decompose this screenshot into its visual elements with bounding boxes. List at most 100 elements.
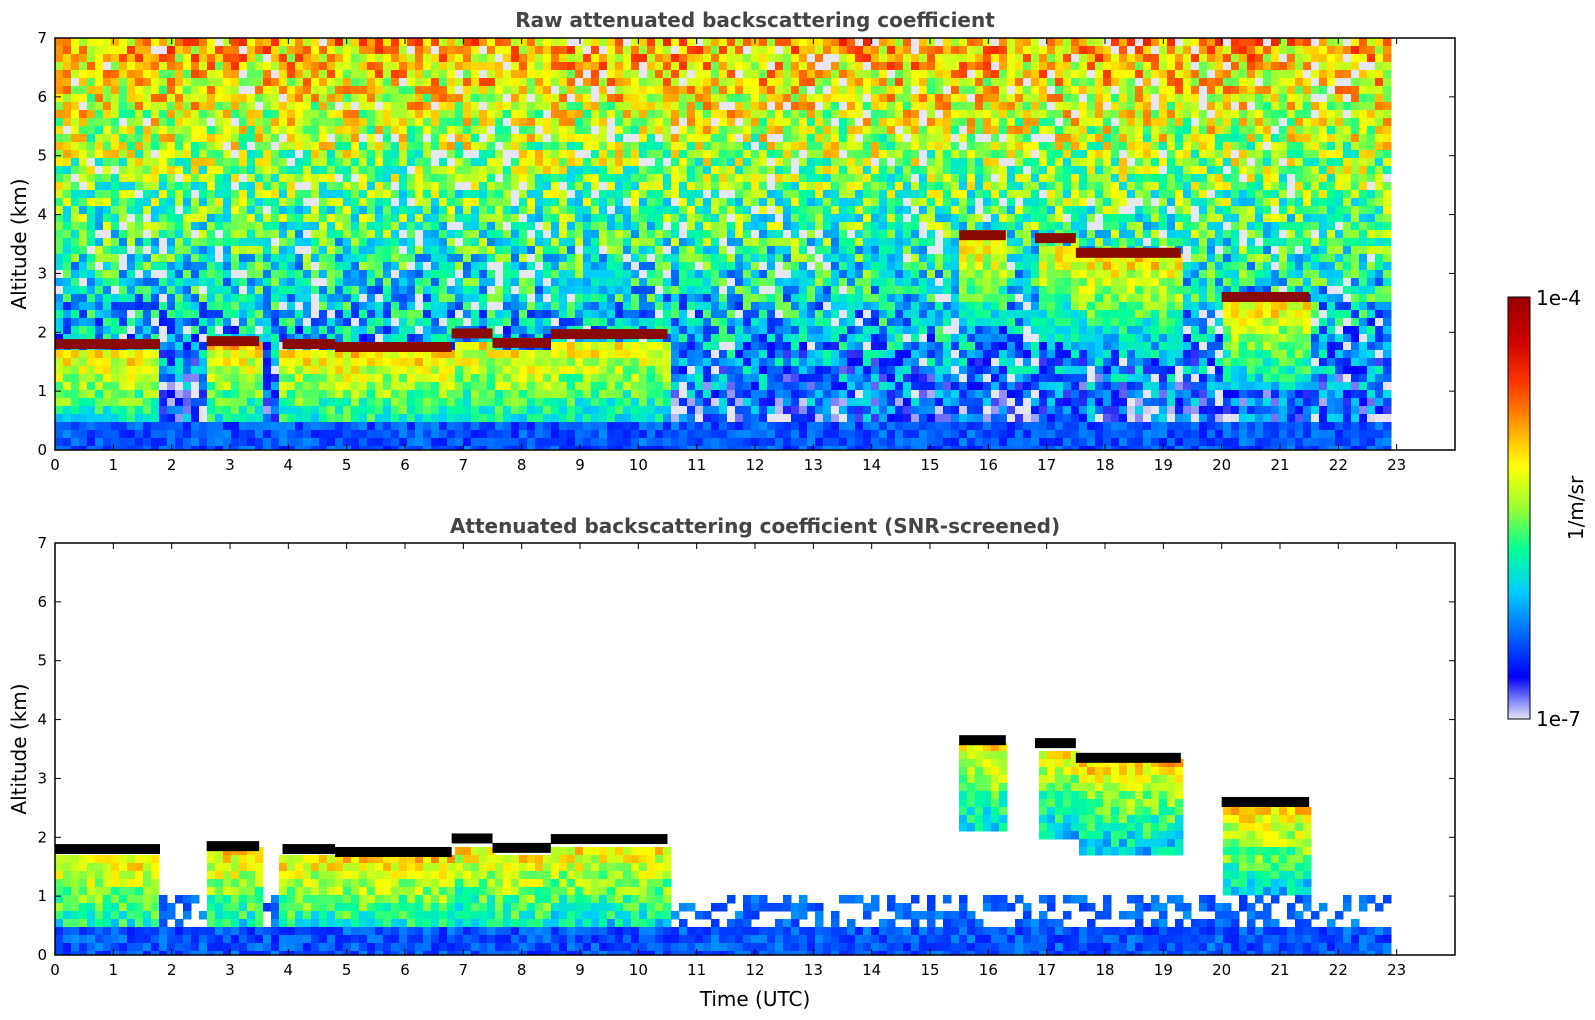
heatmap-cell (767, 198, 776, 207)
heatmap-cell (815, 406, 824, 415)
heatmap-cell (559, 206, 568, 215)
heatmap-cell (71, 446, 80, 450)
heatmap-cell (687, 118, 696, 127)
heatmap-cell (583, 270, 592, 279)
heatmap-cell (807, 278, 816, 287)
heatmap-cell (663, 54, 672, 63)
heatmap-cell (671, 382, 680, 391)
heatmap-cell (399, 182, 408, 191)
heatmap-cell (111, 142, 120, 151)
heatmap-cell (807, 190, 816, 199)
heatmap-cell (391, 198, 400, 207)
heatmap-cell (559, 278, 568, 287)
heatmap-cell (703, 102, 712, 111)
heatmap-cell (471, 174, 480, 183)
heatmap-cell (527, 430, 536, 439)
heatmap-cell (631, 86, 640, 95)
heatmap-cell (239, 110, 248, 119)
heatmap-cell (711, 246, 720, 255)
heatmap-cell (287, 366, 296, 375)
heatmap-cell (127, 238, 136, 247)
heatmap-cell (151, 294, 160, 303)
heatmap-cell (759, 142, 768, 151)
heatmap-cell (631, 94, 640, 103)
heatmap-cell (695, 350, 704, 359)
heatmap-cell (71, 422, 80, 431)
heatmap-cell (335, 38, 344, 47)
heatmap-cell (415, 374, 424, 383)
heatmap-cell (151, 422, 160, 431)
heatmap-cell (431, 166, 440, 175)
heatmap-cell (535, 310, 544, 319)
heatmap-cell (639, 222, 648, 231)
heatmap-cell (607, 222, 616, 231)
heatmap-cell (759, 382, 768, 391)
heatmap-cell (311, 358, 320, 367)
heatmap-cell (503, 126, 512, 135)
heatmap-cell (543, 446, 552, 450)
heatmap-cell (663, 86, 672, 95)
heatmap-cell (287, 398, 296, 407)
heatmap-cell (751, 86, 760, 95)
heatmap-cell (231, 438, 240, 447)
heatmap-cell (599, 374, 608, 383)
heatmap-cell (559, 102, 568, 111)
heatmap-cell (103, 366, 112, 375)
heatmap-cell (503, 270, 512, 279)
heatmap-cell (199, 390, 208, 399)
heatmap-cell (671, 166, 680, 175)
heatmap-cell (351, 230, 360, 239)
heatmap-cell (543, 70, 552, 79)
heatmap-cell (383, 318, 392, 327)
heatmap-cell (383, 182, 392, 191)
heatmap-cell (239, 134, 248, 143)
heatmap-cell (71, 238, 80, 247)
heatmap-cell (239, 294, 248, 303)
heatmap-cell (815, 46, 824, 55)
heatmap-cell (127, 166, 136, 175)
heatmap-cell (511, 358, 520, 367)
heatmap-cell (215, 190, 224, 199)
heatmap-cell (487, 158, 496, 167)
heatmap-cell (359, 230, 368, 239)
heatmap-cell (367, 174, 376, 183)
heatmap-cell (95, 350, 104, 359)
heatmap-cell (791, 238, 800, 247)
heatmap-cell (87, 318, 96, 327)
heatmap-cell (615, 102, 624, 111)
heatmap-cell (511, 406, 520, 415)
heatmap-cell (783, 166, 792, 175)
heatmap-cell (119, 270, 128, 279)
heatmap-cell (111, 286, 120, 295)
heatmap-cell (87, 230, 96, 239)
heatmap-cell (119, 438, 128, 447)
heatmap-cell (207, 382, 216, 391)
heatmap-cell (295, 102, 304, 111)
heatmap-cell (431, 222, 440, 231)
heatmap-cell (279, 142, 288, 151)
heatmap-cell (583, 222, 592, 231)
heatmap-cell (815, 38, 824, 47)
heatmap-cell (199, 38, 208, 47)
heatmap-cell (391, 334, 400, 343)
heatmap-cell (695, 46, 704, 55)
heatmap-cell (599, 446, 608, 450)
heatmap-cell (751, 238, 760, 247)
heatmap-cell (111, 294, 120, 303)
heatmap-cell (783, 246, 792, 255)
heatmap-cell (103, 310, 112, 319)
heatmap-cell (607, 350, 616, 359)
heatmap-cell (399, 334, 408, 343)
heatmap-cell (599, 110, 608, 119)
heatmap-cell (63, 126, 72, 135)
heatmap-cell (423, 374, 432, 383)
heatmap-cell (615, 374, 624, 383)
heatmap-cell (655, 342, 664, 351)
heatmap-cell (695, 422, 704, 431)
heatmap-cell (407, 166, 416, 175)
heatmap-cell (87, 422, 96, 431)
heatmap-cell (463, 422, 472, 431)
heatmap-cell (631, 70, 640, 79)
heatmap-cell (263, 262, 272, 271)
heatmap-cell (671, 142, 680, 151)
